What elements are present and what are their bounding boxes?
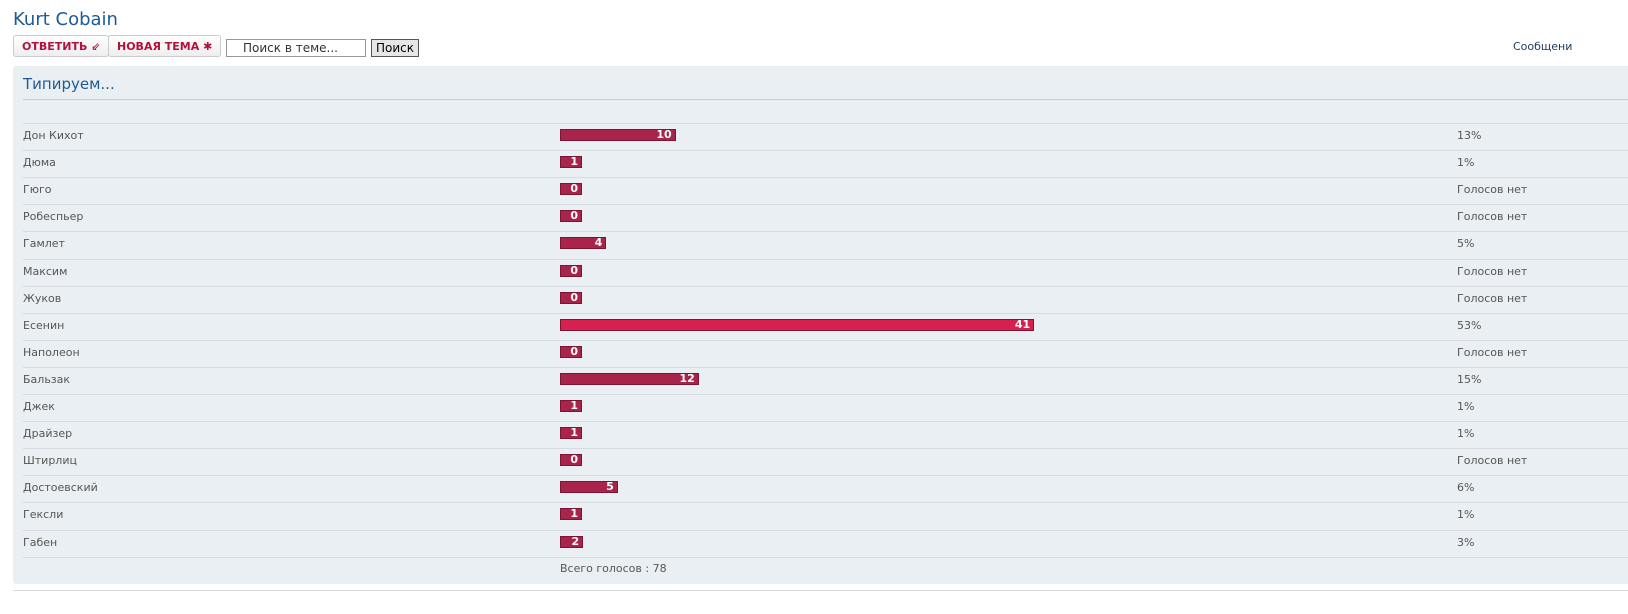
- vote-bar: 1: [560, 155, 582, 169]
- messages-link[interactable]: Сообщени: [1513, 40, 1573, 53]
- vote-percent: 1%: [1457, 508, 1475, 522]
- option-name: Есенин: [23, 318, 65, 332]
- poll-row: Драйзер 1 1%: [23, 421, 1628, 449]
- option-name: Драйзер: [23, 427, 73, 441]
- vote-percent: Голосов нет: [1457, 291, 1528, 305]
- vote-percent: 53%: [1457, 318, 1482, 332]
- poll-row: Жуков 0 Голосов нет: [23, 285, 1628, 314]
- vote-percent: 13%: [1457, 129, 1482, 142]
- vote-count: 2: [571, 534, 580, 548]
- option-name: Наполеон: [23, 345, 80, 359]
- poll-row: Бальзак 12 15%: [23, 366, 1628, 395]
- option-name: Жуков: [23, 291, 62, 305]
- vote-bar: 0: [560, 209, 582, 223]
- poll-row: Робеспьер 0 Голосов нет: [23, 204, 1628, 232]
- vote-percent: 1%: [1457, 400, 1475, 413]
- vote-bar: 2: [560, 534, 584, 548]
- vote-percent: Голосов нет: [1457, 210, 1528, 224]
- option-name: Робеспьер: [23, 210, 84, 224]
- option-name: Штирлиц: [23, 454, 77, 468]
- reply-button[interactable]: ОТВЕТИТЬ ⇙: [13, 35, 110, 57]
- vote-bar: 5: [560, 480, 618, 494]
- option-name: Бальзак: [23, 372, 71, 386]
- vote-percent: 6%: [1457, 481, 1475, 495]
- vote-bar: 0: [560, 263, 582, 277]
- vote-count: 0: [570, 209, 578, 223]
- vote-percent: 15%: [1457, 372, 1482, 386]
- vote-percent: Голосов нет: [1457, 183, 1528, 197]
- poll-row: Джек 1 1%: [23, 394, 1628, 422]
- poll-row: Максим 0 Голосов нет: [23, 258, 1628, 287]
- poll-row: Дюма 1 1%: [23, 150, 1628, 178]
- poll-row: Гексли 1 1%: [23, 502, 1628, 530]
- poll-row: Наполеон 0 Голосов нет: [23, 339, 1628, 368]
- search-input[interactable]: Поиск в теме...: [226, 39, 366, 57]
- total-value: 78: [652, 562, 667, 575]
- total-label: Всего голосов :: [560, 562, 650, 575]
- vote-percent: Голосов нет: [1457, 264, 1528, 278]
- vote-bar: 0: [560, 290, 582, 304]
- option-name: Максим: [23, 264, 68, 278]
- reply-label: ОТВЕТИТЬ: [22, 40, 88, 53]
- vote-bar: 1: [560, 399, 582, 412]
- search-placeholder: Поиск в теме...: [243, 41, 338, 55]
- vote-bar: 1: [560, 507, 582, 521]
- divider: [23, 556, 1628, 558]
- vote-count: 0: [570, 290, 578, 304]
- poll-row: Есенин 41 53%: [23, 312, 1628, 341]
- vote-count: 5: [606, 480, 614, 494]
- option-name: Дюма: [23, 156, 56, 170]
- poll-row: Габен 2 3%: [23, 529, 1628, 558]
- option-name: Достоевский: [23, 481, 98, 495]
- option-name: Джек: [23, 400, 55, 413]
- poll-row: Достоевский 5 6%: [23, 475, 1628, 503]
- vote-count: 1: [570, 155, 578, 169]
- vote-percent: 5%: [1457, 237, 1475, 251]
- vote-percent: Голосов нет: [1457, 345, 1528, 359]
- vote-count: 4: [594, 236, 603, 250]
- divider: [13, 590, 1628, 591]
- vote-percent: Голосов нет: [1457, 454, 1528, 468]
- poll-panel: Типируем... Всего голосов : 78 Дон Кихот…: [13, 66, 1628, 584]
- option-name: Габен: [23, 535, 58, 549]
- vote-bar: 10: [560, 128, 676, 141]
- vote-count: 41: [1014, 317, 1031, 331]
- poll-total: Всего голосов : 78: [560, 562, 667, 575]
- vote-count: 0: [570, 453, 578, 467]
- vote-bar: 0: [560, 182, 582, 196]
- new-topic-button[interactable]: НОВАЯ ТЕМА ✱: [108, 35, 222, 57]
- option-name: Гюго: [23, 183, 52, 197]
- vote-count: 10: [656, 128, 672, 141]
- vote-bar: 4: [560, 236, 607, 250]
- vote-count: 0: [570, 344, 578, 358]
- vote-bar: 12: [560, 371, 699, 385]
- vote-count: 0: [570, 182, 578, 196]
- vote-count: 1: [570, 399, 578, 412]
- new-topic-label: НОВАЯ ТЕМА: [117, 40, 200, 53]
- divider: [23, 99, 1628, 100]
- option-name: Гамлет: [23, 237, 65, 251]
- vote-count: 1: [570, 426, 578, 440]
- vote-count: 12: [679, 371, 695, 385]
- vote-percent: 1%: [1457, 156, 1475, 170]
- vote-percent: 3%: [1457, 535, 1475, 549]
- topic-title: Kurt Cobain: [13, 9, 118, 30]
- search-button[interactable]: Поиск: [371, 39, 420, 57]
- poll-row: Гамлет 4 5%: [23, 231, 1628, 259]
- vote-percent: 1%: [1457, 427, 1475, 441]
- vote-bar: 41: [560, 317, 1035, 331]
- poll-row: Дон Кихот 10 13%: [23, 123, 1628, 151]
- vote-bar: 0: [560, 453, 582, 467]
- vote-count: 1: [570, 507, 578, 521]
- poll-row: Штирлиц 0 Голосов нет: [23, 448, 1628, 476]
- poll-row: Гюго 0 Голосов нет: [23, 177, 1628, 205]
- vote-bar: 1: [560, 426, 582, 440]
- option-name: Дон Кихот: [23, 129, 84, 142]
- vote-count: 0: [570, 263, 578, 277]
- vote-bar: 0: [560, 344, 582, 358]
- poll-title: Типируем...: [23, 75, 115, 93]
- option-name: Гексли: [23, 508, 64, 522]
